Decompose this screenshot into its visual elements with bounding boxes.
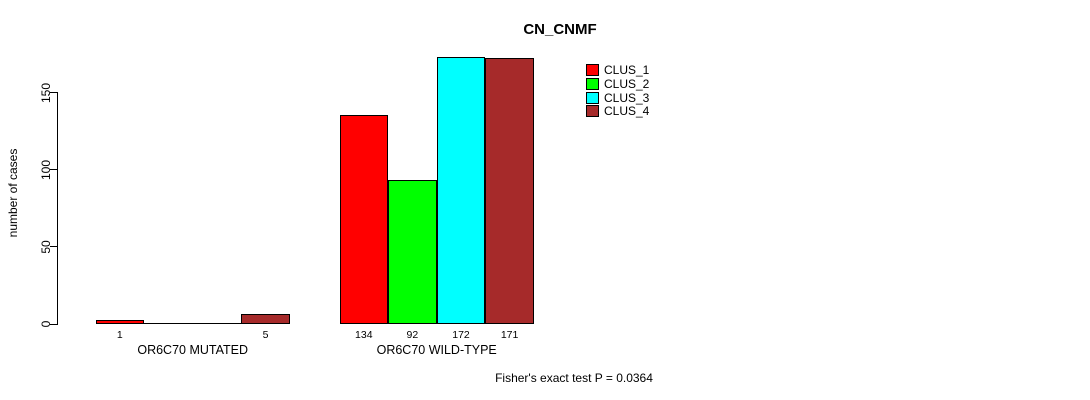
- bar-value-label-clus-4-or6c70-wild-type: 171: [500, 328, 519, 341]
- y-tick-label-0: 0: [39, 320, 53, 328]
- bar-clus-2-or6c70-mutated: [144, 323, 193, 324]
- bar-value-label-clus-1-or6c70-wild-type: 134: [355, 328, 373, 341]
- legend-label-clus-3: CLUS_3: [604, 90, 650, 105]
- legend-label-clus-1: CLUS_1: [604, 63, 650, 77]
- bar-value-label-clus-3-or6c70-wild-type: 172: [452, 328, 470, 341]
- bar-clus-3-or6c70-wild-type: [436, 56, 486, 324]
- bar-clus-4-or6c70-wild-type: [485, 58, 534, 324]
- bar-value-label-clus-4-or6c70-mutated: 5: [262, 328, 269, 341]
- fisher-test-annotation: Fisher's exact test P = 0.0364: [495, 371, 653, 385]
- y-tick-50: [50, 246, 58, 248]
- bar-clus-1-or6c70-wild-type: [339, 115, 389, 324]
- legend-swatch-clus-4: [586, 105, 599, 118]
- legend-row-clus-1: CLUS_1: [586, 63, 649, 77]
- group-label-or6c70-wild-type: OR6C70 WILD-TYPE: [376, 342, 497, 357]
- legend-label-clus-2: CLUS_2: [604, 76, 650, 91]
- bar-value-label-clus-2-or6c70-wild-type: 92: [406, 328, 419, 341]
- y-tick-150: [50, 92, 58, 94]
- y-tick-label-100: 100: [39, 159, 53, 180]
- legend-row-clus-4: CLUS_4: [586, 104, 649, 118]
- legend-label-clus-4: CLUS_4: [604, 104, 650, 119]
- bar-clus-2-or6c70-wild-type: [388, 180, 437, 324]
- y-tick-100: [50, 169, 58, 171]
- legend: CLUS_1 CLUS_2 CLUS_3 CLUS_4: [586, 63, 706, 123]
- bar-clus-1-or6c70-mutated: [95, 320, 145, 324]
- y-tick-0: [50, 323, 58, 325]
- group-label-or6c70-mutated: OR6C70 MUTATED: [137, 342, 249, 357]
- y-tick-label-150: 150: [39, 82, 53, 103]
- legend-row-clus-2: CLUS_2: [586, 77, 649, 91]
- bar-value-label-clus-1-or6c70-mutated: 1: [116, 328, 123, 341]
- bar-clus-4-or6c70-mutated: [241, 314, 290, 324]
- chart-title: CN_CNMF: [523, 21, 597, 38]
- legend-row-clus-3: CLUS_3: [586, 91, 649, 105]
- y-axis-line: [57, 92, 58, 325]
- legend-swatch-clus-3: [586, 91, 599, 104]
- legend-swatch-clus-1: [586, 64, 599, 76]
- bar-clus-3-or6c70-mutated: [192, 323, 242, 324]
- y-tick-label-50: 50: [39, 240, 53, 254]
- legend-swatch-clus-2: [586, 77, 599, 90]
